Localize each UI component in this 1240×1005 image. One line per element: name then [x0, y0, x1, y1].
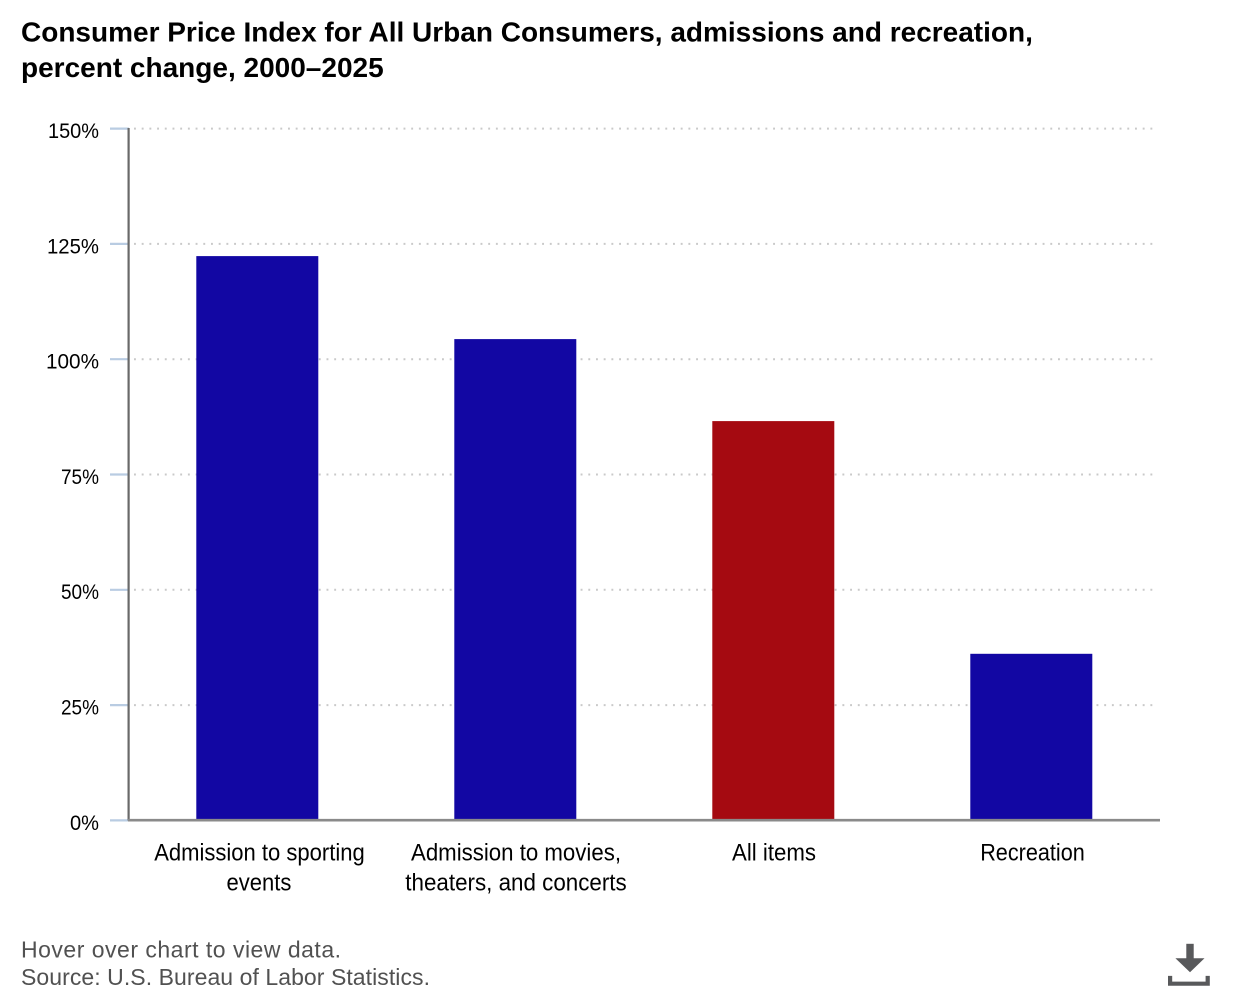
- svg-text:25%: 25%: [61, 696, 99, 720]
- svg-text:Hover over chart to view data.: Hover over chart to view data.: [21, 936, 341, 962]
- svg-text:150%: 150%: [48, 119, 99, 143]
- svg-text:0%: 0%: [70, 811, 99, 835]
- svg-text:Recreation: Recreation: [980, 839, 1085, 866]
- svg-text:events: events: [227, 869, 292, 896]
- svg-text:All items: All items: [732, 839, 816, 866]
- svg-text:125%: 125%: [47, 234, 99, 258]
- svg-text:theaters, and concerts: theaters, and concerts: [405, 869, 626, 896]
- svg-text:100%: 100%: [46, 350, 99, 374]
- svg-text:Source: U.S. Bureau of Labor S: Source: U.S. Bureau of Labor Statistics.: [21, 964, 430, 990]
- svg-text:Admission to movies,: Admission to movies,: [411, 839, 621, 866]
- svg-text:Consumer Price Index for All U: Consumer Price Index for All Urban Consu…: [21, 17, 1033, 48]
- svg-text:Admission to sporting: Admission to sporting: [154, 839, 365, 866]
- svg-text:75%: 75%: [61, 465, 99, 489]
- svg-text:50%: 50%: [61, 580, 99, 604]
- svg-text:percent change, 2000–2025: percent change, 2000–2025: [21, 52, 384, 83]
